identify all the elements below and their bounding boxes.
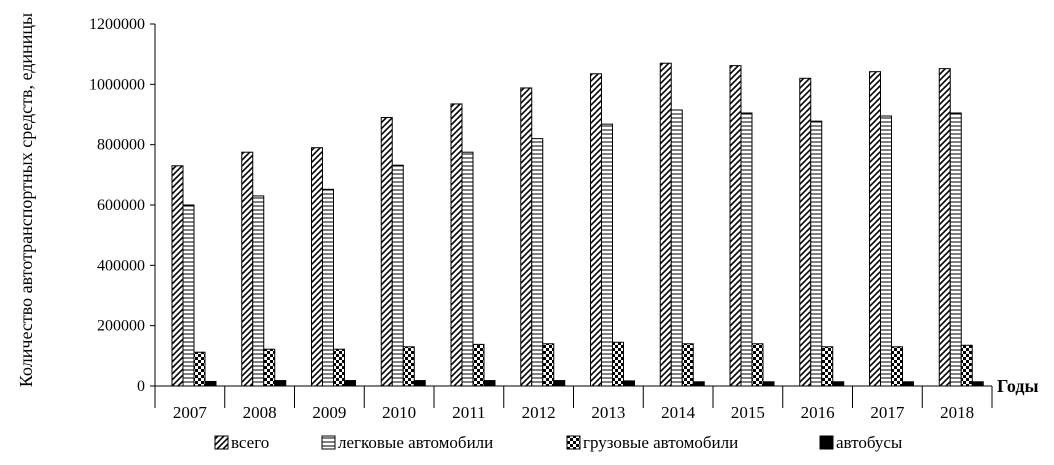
- bar-series-3-2012: [542, 343, 555, 387]
- x-tick-label: 2007: [173, 403, 208, 422]
- y-axis: 0 200000 400000 600000 800000 1000000 1200000: [89, 16, 156, 395]
- bar-series-3-2008: [263, 348, 276, 387]
- y-tick-label: 1200000: [89, 16, 145, 33]
- x-tick-label: 2016: [801, 403, 835, 422]
- x-axis-label: Годы: [997, 376, 1039, 396]
- bar-series-2-2012: [531, 138, 544, 387]
- y-tick-label: 200000: [97, 318, 145, 335]
- bar-series-2-2009: [322, 188, 334, 387]
- bar-series-2-2015: [740, 112, 753, 387]
- bar-series-1-2011: [450, 103, 463, 387]
- bar-series-3-2018: [960, 344, 973, 387]
- x-tick-label: 2015: [731, 403, 765, 422]
- x-tick-label: 2013: [591, 403, 625, 422]
- y-tick-label: 600000: [97, 197, 145, 214]
- bar-series-1-2017: [869, 71, 881, 387]
- bar-series-1-2013: [590, 73, 602, 387]
- legend-label-3: грузовые автомобили: [583, 433, 738, 452]
- bar-series-1-2008: [241, 151, 254, 387]
- bar-series-4-2010: [413, 380, 426, 387]
- y-tick-label: 0: [137, 378, 145, 395]
- bar-series-4-2008: [274, 380, 287, 387]
- bar-series-3-2010: [402, 346, 415, 387]
- bar-series-1-2012: [520, 87, 533, 387]
- bar-series-4-2015: [762, 381, 775, 387]
- bar-series-2-2018: [949, 112, 962, 387]
- bar-series-4-2018: [971, 381, 984, 387]
- bar-series-3-2014: [681, 343, 694, 387]
- bar-series-1-2014: [659, 62, 672, 387]
- x-tick-label: 2010: [382, 403, 416, 422]
- bar-series-1-2009: [311, 147, 323, 387]
- x-tick-label: 2012: [522, 403, 556, 422]
- x-tick-label: 2017: [870, 403, 905, 422]
- bar-series-4-2014: [692, 381, 705, 387]
- bar-series-2-2011: [461, 151, 474, 387]
- y-tick-label: 1000000: [89, 76, 145, 93]
- x-tick-label: 2008: [243, 403, 277, 422]
- y-tick-label: 400000: [97, 257, 145, 274]
- bar-series-1-2018: [938, 68, 951, 387]
- bar-series-3-2015: [751, 343, 764, 387]
- bar-series-4-2012: [553, 380, 566, 387]
- legend-swatch-3: [566, 435, 581, 450]
- legend-label-1: всего: [231, 433, 269, 452]
- bars: [171, 62, 984, 387]
- bar-series-2-2007: [182, 204, 195, 387]
- bar-series-3-2007: [193, 351, 206, 387]
- bar-series-1-2015: [729, 65, 742, 387]
- legend-swatch-4: [819, 435, 834, 450]
- bar-series-4-2017: [902, 381, 914, 387]
- x-tick-label: 2011: [452, 403, 485, 422]
- bar-series-3-2011: [472, 343, 485, 387]
- bar-series-2-2013: [601, 123, 613, 387]
- legend-label-2: легковые автомобили: [338, 433, 493, 452]
- bar-series-4-2016: [832, 381, 845, 387]
- x-tick-label: 2009: [312, 403, 346, 422]
- x-tick-label: 2014: [661, 403, 696, 422]
- x-tick-label: 2018: [940, 403, 974, 422]
- legend: всего легковые автомобили грузовые автомоб…: [214, 433, 903, 452]
- bar-series-1-2010: [380, 117, 393, 387]
- bar-series-2-2017: [880, 115, 892, 387]
- bar-series-2-2014: [670, 109, 683, 387]
- y-tick-label: 800000: [97, 137, 145, 154]
- bar-series-4-2007: [204, 380, 217, 387]
- x-axis: 2007 2008 2009 2010 2011 2012 2013 2014 2015 2016…: [154, 385, 993, 422]
- legend-label-4: автобусы: [836, 433, 903, 452]
- y-axis-label: Количество автотранспортных средств, еди…: [16, 13, 36, 387]
- legend-swatch-1: [214, 435, 229, 450]
- bar-series-3-2017: [891, 346, 903, 387]
- bar-series-2-2008: [252, 195, 265, 387]
- bar-series-3-2016: [821, 346, 834, 387]
- bar-series-3-2009: [333, 348, 345, 387]
- bar-series-4-2009: [344, 380, 356, 387]
- bar-series-1-2007: [171, 165, 184, 387]
- bar-series-2-2016: [810, 120, 823, 387]
- bar-series-4-2013: [623, 380, 635, 387]
- bar-series-4-2011: [483, 380, 496, 387]
- bar-series-1-2016: [799, 77, 812, 387]
- bar-series-2-2010: [391, 164, 404, 387]
- legend-swatch-2: [321, 435, 336, 450]
- bar-series-3-2013: [612, 341, 624, 387]
